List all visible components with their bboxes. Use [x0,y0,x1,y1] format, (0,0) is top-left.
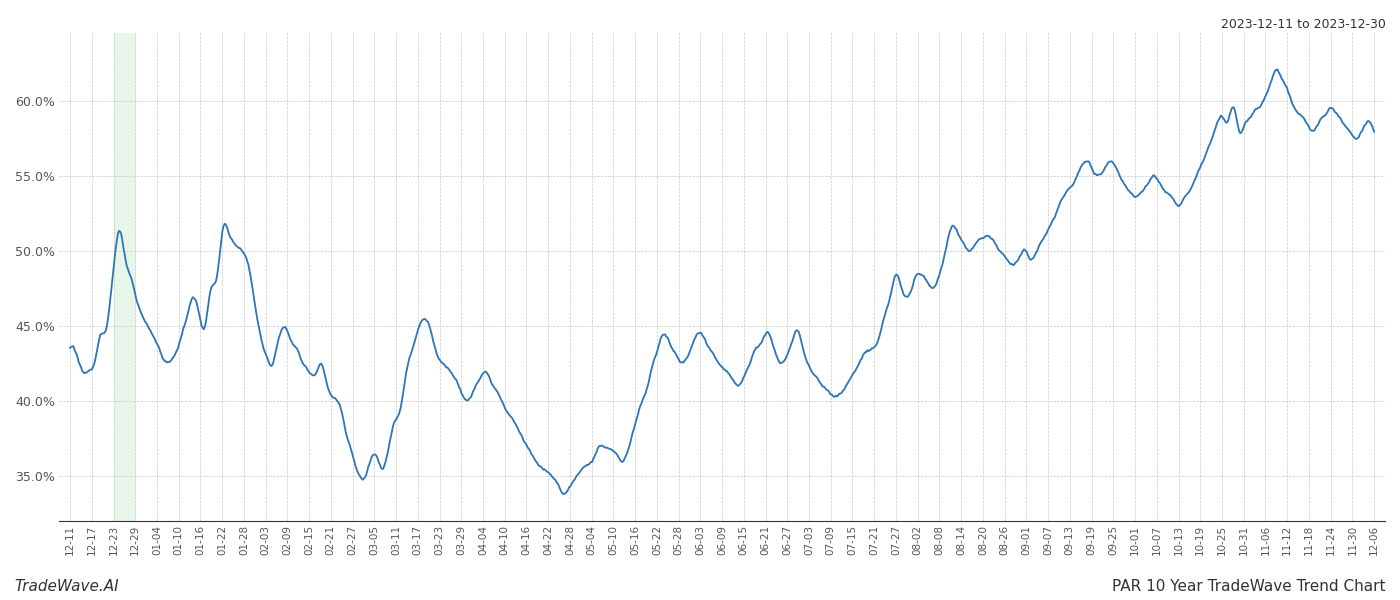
Text: PAR 10 Year TradeWave Trend Chart: PAR 10 Year TradeWave Trend Chart [1113,579,1386,594]
Text: 2023-12-11 to 2023-12-30: 2023-12-11 to 2023-12-30 [1221,18,1386,31]
Bar [113,33,136,521]
Text: TradeWave.AI: TradeWave.AI [14,579,119,594]
